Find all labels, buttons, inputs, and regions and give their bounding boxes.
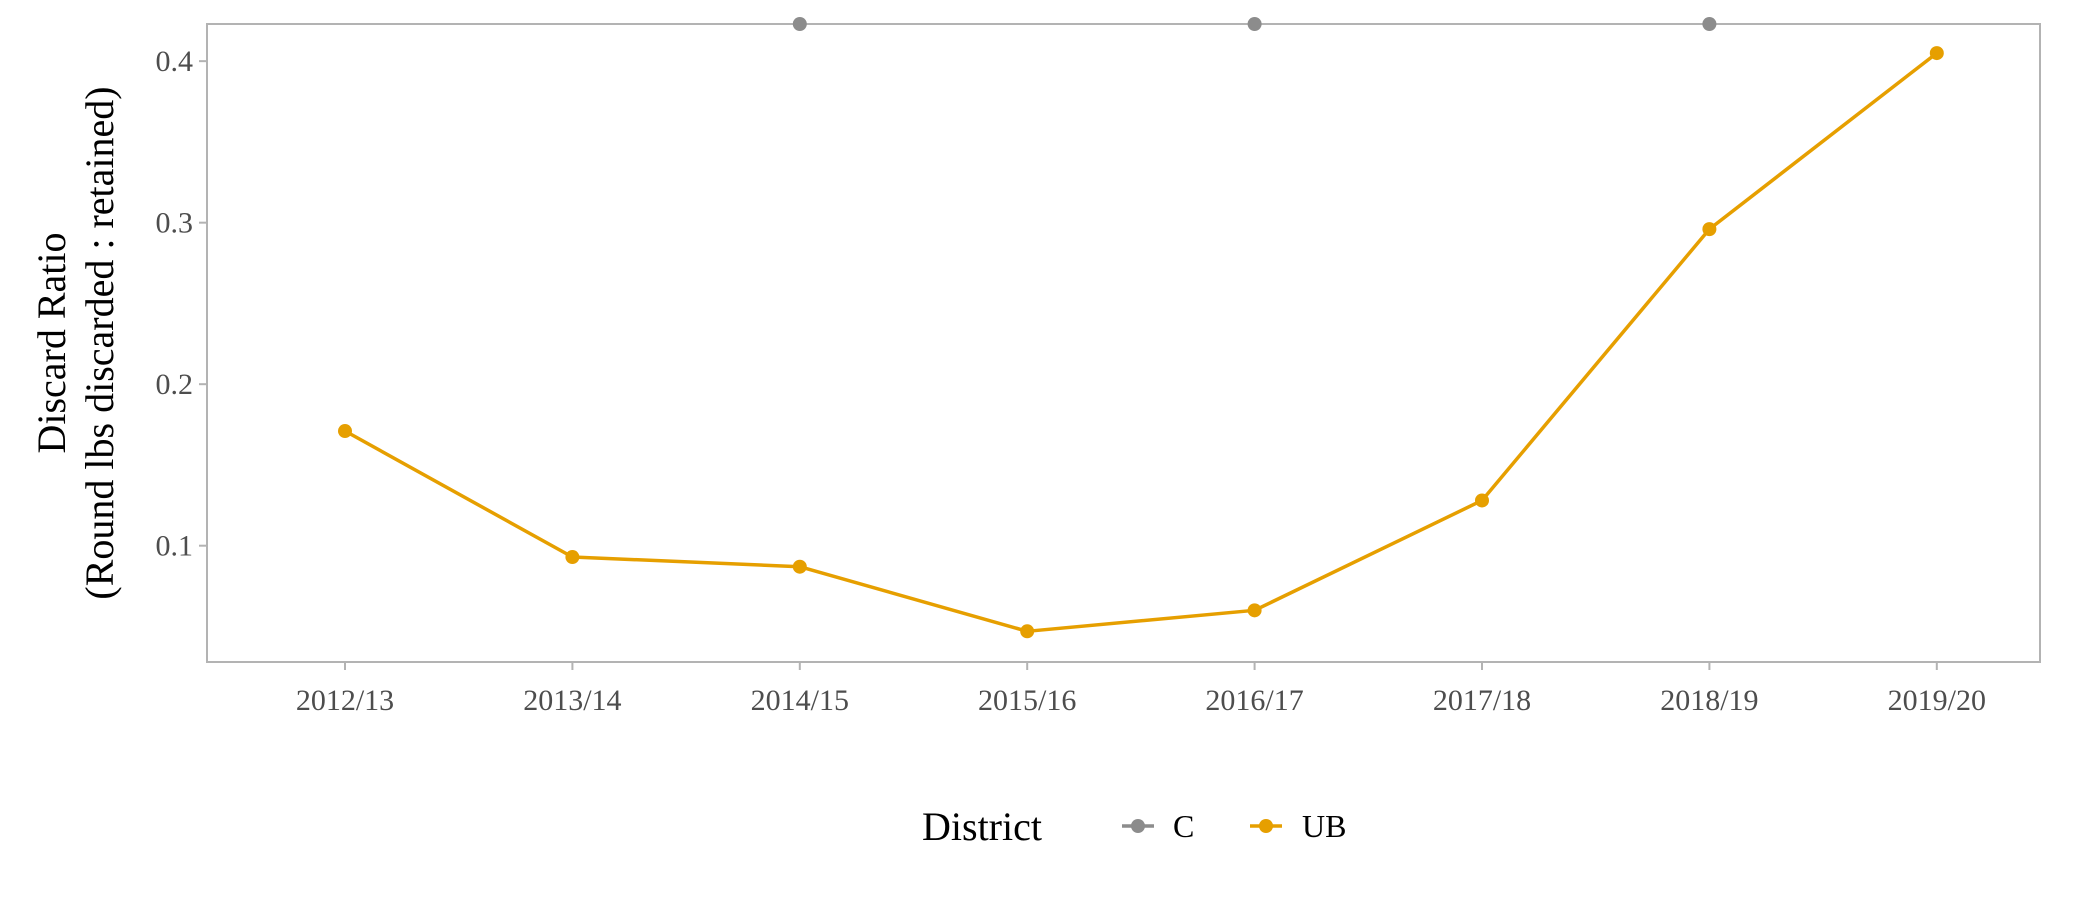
- y-tick-label: 0.1: [156, 530, 194, 563]
- x-tick-label: 2019/20: [1888, 684, 1986, 717]
- data-point-ub: [792, 559, 807, 574]
- x-tick-label: 2013/14: [523, 684, 621, 717]
- y-axis: 0.1 0.2 0.3 0.4: [156, 45, 207, 563]
- legend-title: District: [922, 804, 1042, 849]
- data-point-ub: [1475, 493, 1489, 508]
- legend-key-point-ub: [1259, 819, 1273, 833]
- x-axis: 2012/13 2013/14 2014/15 2015/16 2016/17 2017/…: [296, 662, 1986, 717]
- data-point-ub: [1702, 222, 1717, 237]
- x-tick-label: 2016/17: [1205, 684, 1303, 717]
- x-tick-label: 2017/18: [1433, 684, 1531, 717]
- y-tick-label: 0.3: [156, 207, 194, 240]
- x-tick-label: 2012/13: [296, 684, 394, 717]
- plot-panel: [206, 23, 2041, 663]
- y-tick-label: 0.4: [156, 45, 194, 78]
- series-layer: [338, 17, 1944, 639]
- y-axis-title-line2: (Round lbs discarded : retained): [77, 86, 122, 599]
- x-tick-label: 2014/15: [751, 684, 849, 717]
- y-axis-title-line1: Discard Ratio: [29, 232, 74, 453]
- data-point-c: [792, 17, 807, 31]
- series-line-ub: [344, 51, 1938, 634]
- x-tick-label: 2018/19: [1660, 684, 1758, 717]
- data-point-ub: [338, 424, 352, 439]
- legend-label-ub: UB: [1302, 808, 1346, 844]
- legend-key-point-c: [1131, 819, 1145, 833]
- data-point-c: [1702, 17, 1717, 31]
- y-tick-label: 0.2: [156, 368, 194, 401]
- legend-label-c: C: [1173, 808, 1194, 844]
- data-point-ub: [1247, 603, 1262, 618]
- data-point-c: [1247, 17, 1262, 31]
- data-point-ub: [1929, 46, 1944, 61]
- legend: District C UB: [922, 804, 1346, 849]
- data-point-ub: [565, 550, 580, 565]
- data-point-ub: [1020, 624, 1035, 639]
- x-tick-label: 2015/16: [978, 684, 1076, 717]
